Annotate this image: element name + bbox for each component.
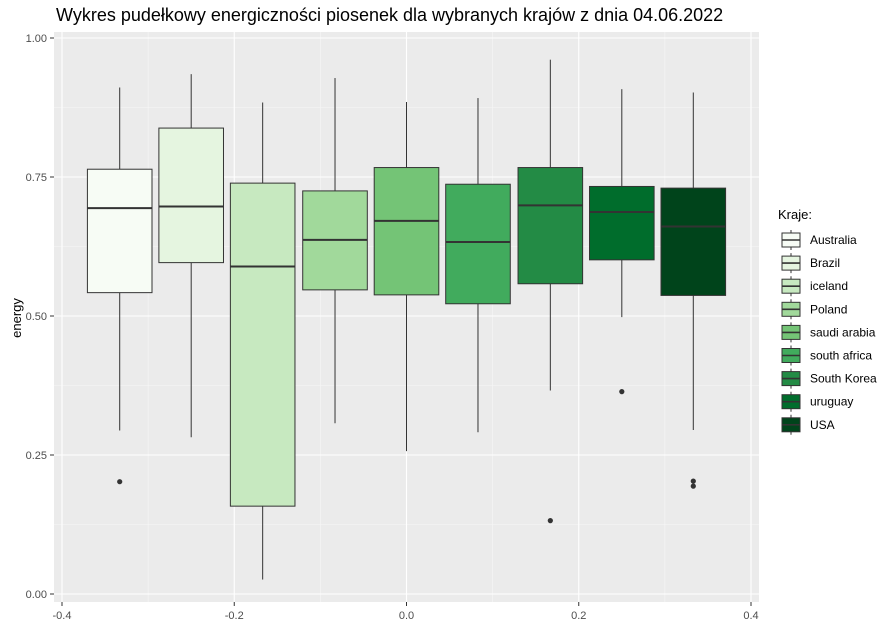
- legend-item-brazil: Brazil: [781, 253, 840, 274]
- x-axis: -0.4 -0.2 0.0 0.2 0.4: [53, 602, 759, 622]
- box-iqr: [373, 167, 440, 296]
- box-uruguay: [589, 89, 655, 395]
- box-iqr: [158, 127, 224, 264]
- box-iqr: [660, 187, 727, 296]
- box-australia: [86, 87, 153, 485]
- legend-label: iceland: [810, 279, 848, 293]
- legend-item-usa: USA: [781, 414, 835, 435]
- legend-item-south-korea: South Korea: [781, 368, 877, 389]
- x-tick-label: -0.4: [53, 610, 72, 622]
- legend-label: Australia: [810, 233, 857, 247]
- legend-label: uruguay: [810, 395, 853, 409]
- legend-title: Kraje:: [778, 207, 812, 222]
- boxes: [86, 59, 727, 580]
- legend-item-south-africa: south africa: [781, 345, 872, 366]
- legend-label: saudi arabia: [810, 325, 876, 339]
- outlier-point: [690, 478, 696, 484]
- legend-item-uruguay: uruguay: [781, 391, 853, 412]
- legend-item-saudi-arabia: saudi arabia: [781, 322, 876, 343]
- legend-label: Brazil: [810, 256, 840, 270]
- box-usa: [660, 92, 727, 489]
- outlier-point: [117, 479, 123, 485]
- x-tick-label: -0.2: [225, 610, 244, 622]
- y-tick-label: 0.75: [26, 172, 47, 184]
- box-iqr: [86, 168, 153, 294]
- legend-item-poland: Poland: [781, 299, 847, 320]
- box-poland: [302, 78, 368, 424]
- legend: Kraje: Australia Brazil iceland Poland saudi…: [778, 207, 877, 435]
- x-tick-label: 0.2: [571, 610, 586, 622]
- outlier-point: [690, 483, 696, 489]
- y-tick-label: 0.50: [26, 311, 47, 323]
- legend-item-iceland: iceland: [781, 276, 848, 297]
- legend-label: South Korea: [810, 372, 877, 386]
- legend-label: south africa: [810, 349, 872, 363]
- x-tick-label: 0.0: [399, 610, 414, 622]
- box-saudi-arabia: [373, 101, 440, 452]
- y-axis-title: energy: [9, 298, 24, 338]
- legend-item-australia: Australia: [781, 230, 857, 250]
- y-axis: 0.00 0.25 0.50 0.75 1.00: [26, 33, 54, 601]
- box-south-africa: [445, 98, 511, 433]
- box-iqr: [229, 182, 296, 507]
- box-brazil: [158, 74, 224, 438]
- box-iqr: [589, 185, 655, 261]
- box-iqr: [517, 167, 584, 285]
- x-tick-label: 0.4: [743, 610, 758, 622]
- y-tick-label: 0.00: [26, 589, 47, 601]
- box-iqr: [445, 183, 511, 305]
- box-south-korea: [517, 59, 584, 524]
- legend-label: USA: [810, 418, 835, 432]
- outlier-point: [547, 518, 553, 524]
- outlier-point: [619, 389, 625, 395]
- y-tick-label: 1.00: [26, 33, 47, 45]
- y-tick-label: 0.25: [26, 450, 47, 462]
- chart-title: Wykres pudełkowy energiczności piosenek …: [56, 5, 724, 25]
- legend-label: Poland: [810, 302, 847, 316]
- box-iceland: [229, 102, 296, 580]
